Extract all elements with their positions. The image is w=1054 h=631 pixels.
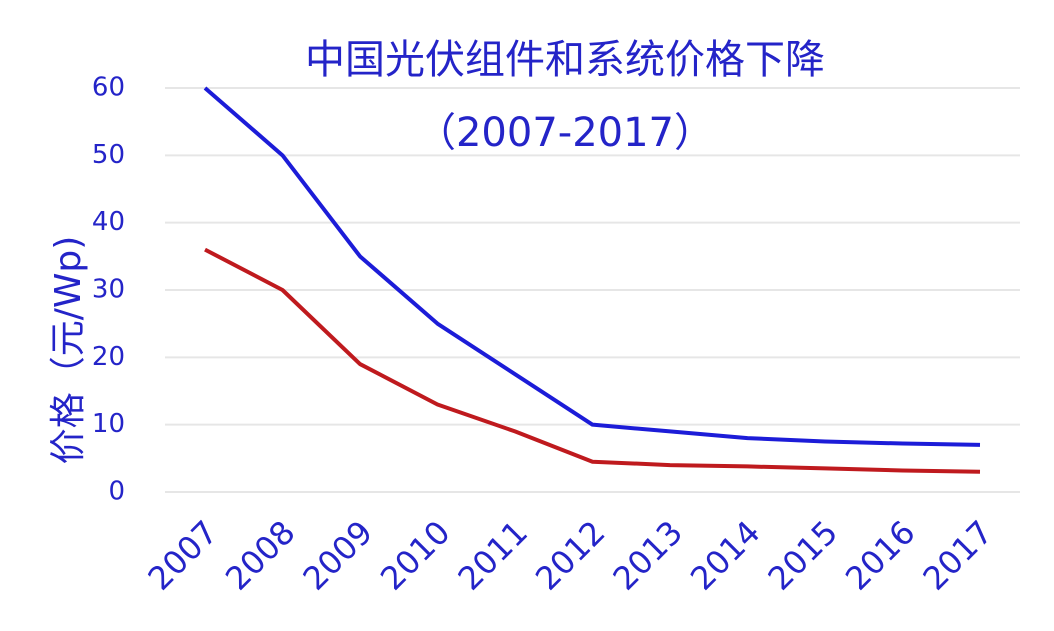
y-tick-label: 0 (108, 477, 125, 507)
x-tick-label: 2008 (218, 513, 302, 597)
y-tick-label: 50 (92, 140, 125, 170)
x-tick-label: 2015 (761, 513, 845, 597)
x-tick-label: 2010 (373, 513, 457, 597)
y-tick-label: 10 (92, 409, 125, 439)
x-tick-label: 2016 (838, 513, 922, 597)
y-tick-label: 20 (92, 342, 125, 372)
x-tick-label: 2013 (606, 513, 690, 597)
x-tick-label: 2012 (528, 513, 612, 597)
x-tick-label: 2007 (141, 513, 225, 597)
series-line (203, 86, 981, 447)
x-tick-label: 2017 (916, 513, 1000, 597)
chart-subtitle: （2007-2017） (416, 110, 714, 156)
x-tick-label: 2014 (683, 513, 767, 597)
chart-title: 中国光伏组件和系统价格下降 (305, 37, 825, 83)
y-tick-label: 60 (92, 73, 125, 103)
y-axis-label: 价格（元/Wp) (48, 236, 89, 465)
x-tick-label: 2009 (296, 513, 380, 597)
x-tick-label: 2011 (451, 513, 535, 597)
y-tick-label: 40 (92, 207, 125, 237)
series-line (204, 247, 981, 474)
y-tick-label: 30 (92, 275, 125, 305)
